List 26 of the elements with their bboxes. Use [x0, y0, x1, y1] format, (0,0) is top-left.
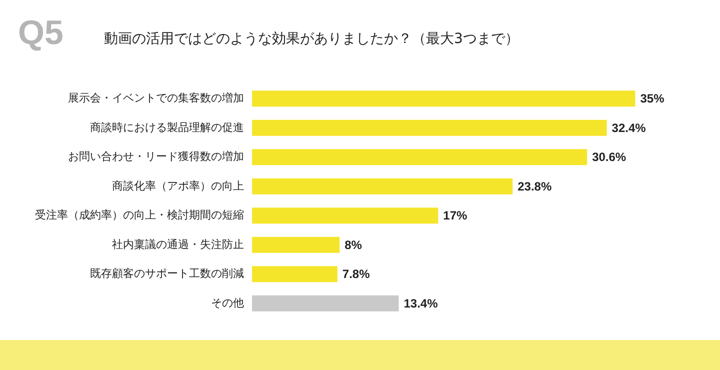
chart-title: Q5: [18, 14, 64, 53]
data-label: 17%: [443, 208, 468, 223]
data-label: 23.8%: [518, 179, 552, 194]
y-tick-label: 展示会・イベントでの集客数の増加: [68, 92, 244, 105]
y-tick-label: お問い合わせ・リード獲得数の増加: [68, 150, 244, 164]
bar: [252, 266, 338, 282]
bar: [252, 178, 513, 194]
y-tick-label: その他: [211, 297, 244, 310]
data-label: 8%: [344, 238, 362, 252]
data-label: 30.6%: [592, 150, 626, 164]
y-tick-label: 社内稟議の通過・失注防止: [112, 238, 244, 251]
bar: [252, 120, 607, 136]
bar: [252, 295, 399, 312]
y-tick-label: 受注率（成約率）の向上・検討期間の短縮: [35, 208, 244, 222]
data-label: 7.8%: [342, 267, 370, 282]
data-label: 35%: [640, 92, 665, 106]
y-tick-label: 商談時における製品理解の促進: [90, 120, 244, 134]
data-label: 32.4%: [612, 120, 646, 135]
chart-subtitle: 動画の活用ではどのような効果がありましたか？（最大3つまで）: [104, 30, 519, 48]
bar: [252, 90, 636, 107]
bar: [252, 208, 438, 224]
y-tick-label: 商談化率（アポ率）の向上: [112, 179, 244, 192]
data-label: 13.4%: [404, 296, 438, 310]
y-tick-label: 既存顧客のサポート工数の削減: [90, 267, 244, 280]
bar: [252, 236, 340, 253]
bar: [252, 149, 588, 166]
